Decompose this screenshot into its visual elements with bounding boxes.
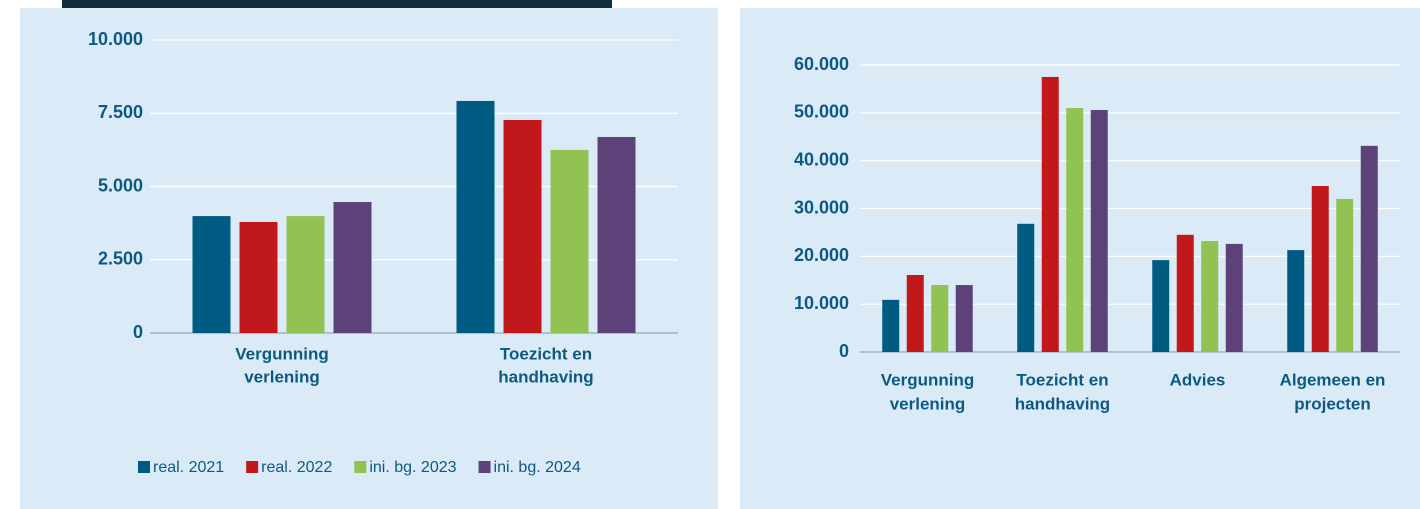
legend-swatch (246, 461, 259, 473)
bar (1336, 198, 1354, 352)
x-tick-label: handhaving (498, 367, 593, 386)
bar (1066, 108, 1084, 352)
legend-label: ini. bg. 2024 (494, 459, 581, 476)
x-tick-label: handhaving (1015, 394, 1110, 413)
x-tick-label: verlening (890, 394, 966, 413)
bar (1225, 243, 1243, 352)
bar (1360, 145, 1378, 352)
x-tick-label: Toezicht en (500, 344, 592, 363)
y-tick-label: 2.500 (98, 249, 143, 269)
legend-label: real. 2022 (261, 459, 332, 476)
bar (906, 274, 924, 352)
legend-label: real. 2021 (153, 459, 224, 476)
x-tick-label: Vergunning (235, 344, 329, 363)
bar (931, 285, 949, 352)
x-tick-label: Toezicht en (1016, 370, 1108, 389)
legend-swatch (354, 461, 367, 473)
legend-swatch (138, 461, 150, 473)
header-bar (62, 0, 612, 8)
y-tick-label: 20.000 (794, 245, 849, 265)
x-tick-label: Algemeen en (1280, 370, 1386, 389)
bar (333, 202, 372, 333)
bar (286, 216, 325, 333)
x-tick-label: verlening (244, 367, 320, 386)
y-tick-label: 50.000 (794, 102, 849, 122)
bar (1201, 241, 1219, 352)
y-tick-label: 60.000 (794, 54, 849, 74)
y-tick-label: 7.500 (98, 102, 143, 122)
bar (1017, 223, 1035, 352)
bar (1287, 250, 1305, 352)
y-tick-label: 5.000 (98, 175, 143, 195)
legend-label: ini. bg. 2023 (369, 459, 456, 476)
bar (1041, 76, 1059, 352)
y-tick-label: 40.000 (794, 149, 849, 169)
y-tick-label: 10.000 (88, 29, 143, 49)
y-tick-label: 10.000 (794, 293, 849, 313)
bar (1311, 186, 1329, 352)
y-tick-label: 30.000 (794, 197, 849, 217)
bar (955, 285, 973, 352)
bar (882, 299, 900, 352)
legend-swatch (478, 461, 491, 473)
bar (192, 216, 231, 333)
bar (1152, 260, 1170, 352)
bar (1176, 234, 1194, 352)
x-tick-label: Vergunning (881, 370, 975, 389)
bar (239, 221, 278, 333)
y-tick-label: 0 (839, 341, 849, 361)
y-tick-label: 0 (133, 322, 143, 342)
bar (550, 149, 589, 333)
bar (597, 136, 636, 333)
x-tick-label: Advies (1170, 370, 1226, 389)
bar (456, 100, 495, 333)
x-tick-label: projecten (1294, 394, 1371, 413)
bar (503, 119, 542, 333)
bar (1090, 109, 1108, 352)
